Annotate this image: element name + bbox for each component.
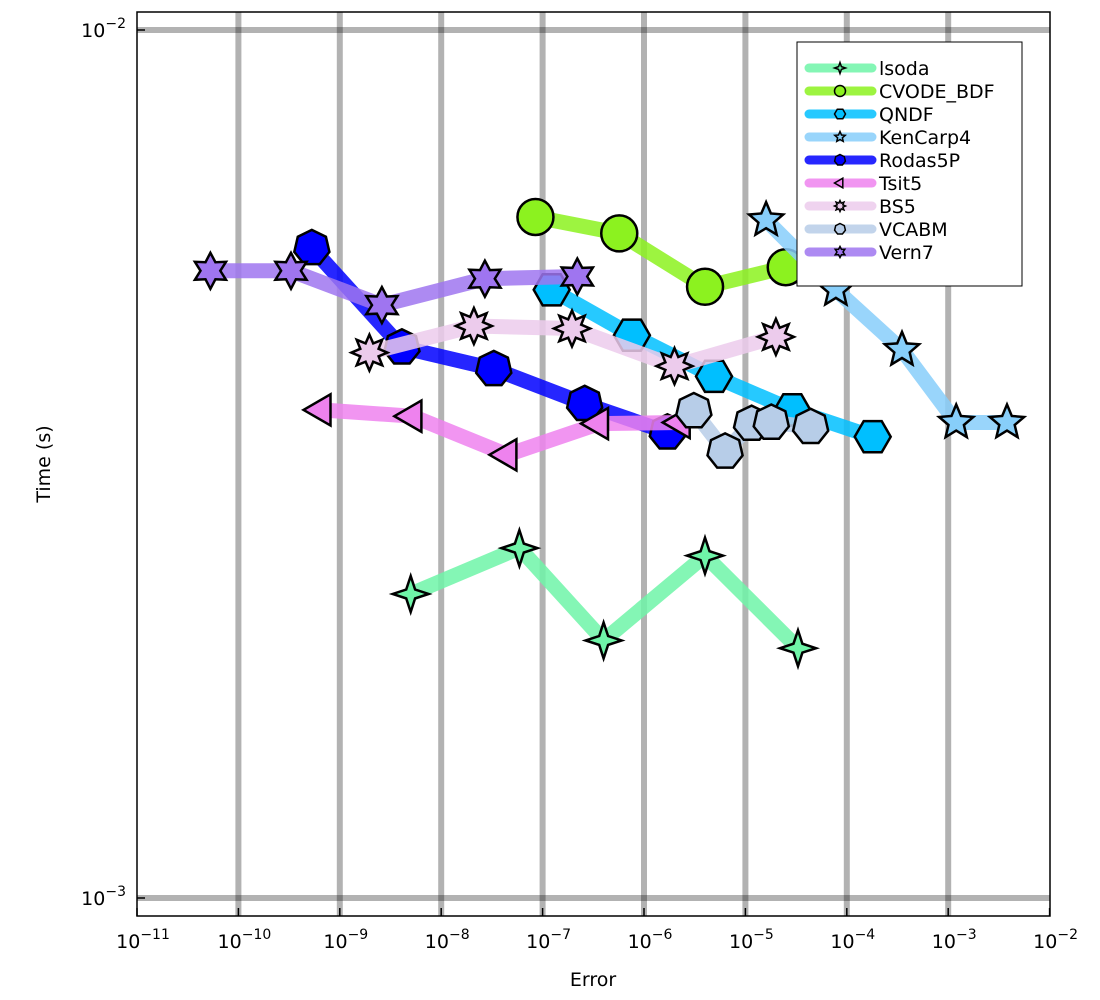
data-point: [559, 255, 596, 298]
data-point: [391, 398, 423, 434]
legend-marker: [832, 198, 848, 214]
series-bs5: [348, 304, 798, 388]
x-tick-label: 10−8: [425, 927, 470, 953]
series-tsit5: [301, 392, 691, 473]
legend-item: Vern7: [804, 242, 934, 264]
y-axis-label: Time (s): [33, 425, 55, 503]
legend-label: KenCarp4: [879, 127, 971, 149]
x-tick-label: 10−2: [1033, 927, 1078, 953]
series-line: [533, 209, 788, 295]
legend-item: Tsit5: [804, 173, 922, 195]
legend-marker: [832, 129, 848, 143]
data-point: [776, 626, 821, 671]
legend-marker: [833, 84, 847, 98]
data-point: [516, 197, 555, 237]
data-point: [550, 307, 594, 350]
legend-marker: [833, 108, 847, 120]
data-point: [791, 407, 830, 445]
legend: lsodaCVODE_BDFQNDFKenCarp4Rodas5PTsit5BS…: [796, 41, 1023, 287]
x-axis-label: Error: [570, 969, 617, 991]
series-lsoda: [388, 526, 821, 671]
legend-item: VCABM: [804, 219, 948, 241]
series-vcabm: [674, 391, 830, 469]
data-point: [674, 391, 713, 429]
data-point: [452, 304, 496, 348]
legend-item: lsoda: [804, 58, 930, 80]
legend-item: BS5: [804, 196, 916, 218]
data-point: [578, 405, 610, 442]
legend-marker: [833, 153, 847, 166]
legend-marker: [833, 244, 847, 260]
data-point: [935, 401, 977, 440]
legend-label: QNDF: [879, 104, 934, 126]
data-point: [497, 526, 542, 571]
legend-label: lsoda: [879, 58, 930, 80]
data-point: [682, 533, 727, 578]
data-point: [273, 250, 309, 292]
data-point: [706, 432, 744, 469]
legend-item: QNDF: [804, 104, 934, 126]
data-point: [388, 572, 433, 617]
data-point: [599, 214, 639, 253]
data-point: [486, 437, 518, 473]
data-point: [986, 401, 1028, 440]
legend-marker: [833, 222, 847, 235]
data-point: [685, 267, 725, 307]
y-tick-label: 10−3: [81, 884, 126, 910]
legend-label: BS5: [879, 196, 916, 218]
plot-frame: [136, 11, 1051, 917]
x-tick-label: 10−3: [932, 927, 977, 953]
x-tick-label: 10−5: [729, 927, 774, 953]
data-point: [745, 198, 787, 238]
data-point: [363, 284, 400, 326]
legend-label: Vern7: [879, 242, 934, 264]
data-point: [581, 618, 626, 663]
x-tick-label: 10−4: [830, 927, 875, 953]
x-tick-label: 10−9: [323, 927, 368, 953]
data-point: [301, 392, 332, 428]
legend-marker: [832, 60, 848, 76]
legend-marker: [833, 176, 844, 190]
data-point: [754, 315, 798, 359]
series-vern7: [192, 250, 596, 326]
x-tick-label: 10−11: [116, 927, 170, 953]
legend-label: Tsit5: [878, 173, 922, 195]
x-tick-label: 10−10: [218, 927, 272, 953]
x-tick-label: 10−7: [526, 927, 571, 953]
data-point: [192, 250, 229, 292]
legend-item: CVODE_BDF: [804, 81, 995, 103]
data-point: [565, 384, 604, 422]
data-point: [292, 228, 331, 266]
data-point: [653, 344, 696, 388]
y-axis-ticks: 10−3 10−2: [81, 16, 145, 910]
legend-item: Rodas5P: [804, 150, 960, 172]
data-point: [881, 328, 923, 368]
legend-label: VCABM: [879, 219, 948, 241]
data-point: [474, 349, 513, 387]
data-point: [467, 258, 503, 300]
legend-label: Rodas5P: [879, 150, 960, 172]
legend-label: CVODE_BDF: [879, 81, 995, 103]
x-axis-ticks: 10−11 10−10 10−9 10−8 10−7 10−6 10−5 10−4 10−3 10…: [116, 908, 1078, 953]
data-point: [853, 419, 893, 454]
legend-item: KenCarp4: [804, 127, 971, 149]
data-point: [694, 359, 734, 394]
series-layer: [192, 197, 1028, 671]
data-point: [348, 331, 391, 374]
x-tick-label: 10−6: [628, 927, 673, 953]
data-point: [752, 403, 791, 440]
y-tick-label: 10−2: [81, 16, 126, 42]
